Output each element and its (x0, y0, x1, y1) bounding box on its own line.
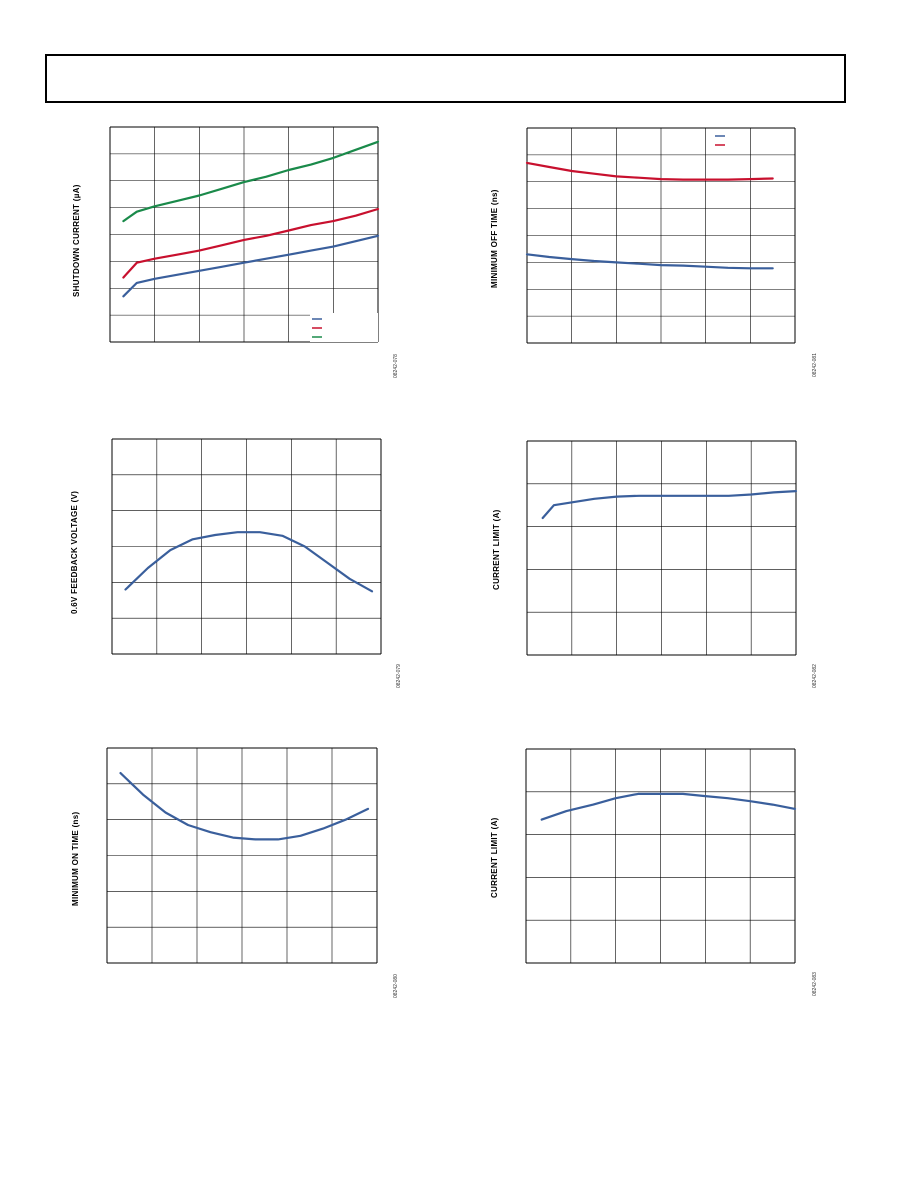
series-line-blue (541, 490, 798, 520)
figure-id: 08242-082 (812, 664, 818, 688)
series-line-blue (119, 771, 370, 841)
y-axis-label: SHUTDOWN CURRENT (µA) (72, 184, 81, 297)
y-axis-label: MINIMUM OFF TIME (ns) (490, 189, 499, 288)
series-line-blue (124, 531, 374, 593)
figure-id: 08242-081 (812, 353, 818, 377)
y-axis-label: CURRENT LIMIT (A) (492, 509, 501, 590)
y-axis-label: MINIMUM ON TIME (ns) (71, 811, 80, 906)
figure-id: 08242-078 (393, 354, 399, 378)
y-axis-label: 0.6V FEEDBACK VOLTAGE (V) (70, 490, 79, 614)
figure-id: 08242-083 (812, 972, 818, 996)
y-axis-label: CURRENT LIMIT (A) (490, 817, 499, 898)
legend-box (310, 313, 378, 342)
figure-id: 08242-079 (396, 664, 402, 688)
series-line-green (122, 140, 380, 223)
series-line-blue (540, 792, 797, 821)
series-line-red (122, 207, 380, 279)
page-header-box (45, 54, 846, 103)
figure-id: 08242-080 (393, 974, 399, 998)
series-line-blue (525, 253, 774, 270)
series-line-red (525, 161, 774, 181)
series-line-blue (122, 234, 380, 298)
